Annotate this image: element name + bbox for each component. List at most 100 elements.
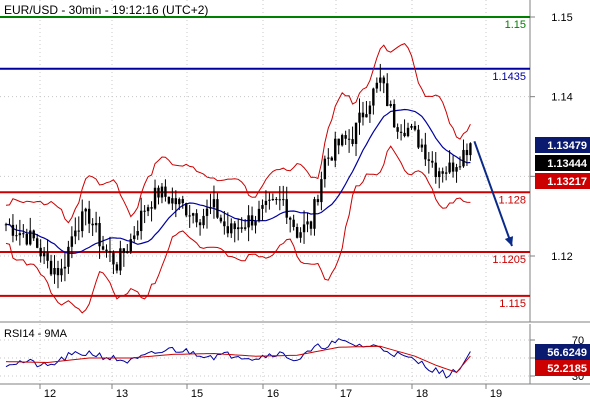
candle-body bbox=[465, 149, 469, 156]
bollinger-lower bbox=[5, 145, 471, 314]
candle-body bbox=[126, 251, 129, 254]
candle-body bbox=[157, 187, 160, 198]
candle-body bbox=[174, 198, 178, 205]
candle-body bbox=[136, 231, 139, 236]
candle-body bbox=[122, 248, 126, 254]
candle-body bbox=[299, 232, 302, 238]
candle-body bbox=[195, 213, 198, 223]
candle-body bbox=[417, 129, 420, 148]
candle-body bbox=[153, 187, 157, 209]
candle-body bbox=[309, 221, 313, 229]
candle-body bbox=[8, 224, 11, 226]
candle-body bbox=[330, 157, 333, 161]
price-badge-label: 1.13217 bbox=[547, 176, 587, 188]
candle-body bbox=[39, 247, 42, 257]
candle-body bbox=[4, 224, 8, 226]
candle-body bbox=[347, 138, 351, 140]
candle-body bbox=[42, 252, 46, 257]
candle-body bbox=[11, 224, 15, 236]
price-badge-label: 1.13479 bbox=[547, 140, 587, 152]
candle-body bbox=[237, 227, 240, 230]
candle-body bbox=[441, 171, 444, 174]
date-tick-label: 15 bbox=[191, 388, 203, 400]
candle-body bbox=[358, 112, 361, 123]
candle-body bbox=[171, 198, 174, 204]
candle-body bbox=[306, 221, 309, 225]
level-label: 1.1205 bbox=[492, 254, 526, 266]
candle-body bbox=[396, 127, 399, 132]
candle-body bbox=[389, 104, 392, 107]
candle-body bbox=[292, 219, 295, 227]
candle-body bbox=[243, 227, 247, 229]
forecast-arrow bbox=[473, 140, 514, 247]
candle-body bbox=[18, 233, 22, 236]
candle-body bbox=[32, 230, 35, 239]
candle-body bbox=[129, 239, 132, 252]
candle-body bbox=[288, 217, 292, 220]
candle-body bbox=[219, 217, 223, 222]
candle-body bbox=[167, 196, 171, 204]
date-axis: 12 13 15 16 17 18 19 bbox=[39, 384, 502, 400]
candle-body bbox=[70, 236, 74, 247]
candle-body bbox=[247, 215, 250, 228]
price-badge bbox=[535, 137, 590, 153]
candle-body bbox=[29, 230, 32, 245]
candle-body bbox=[209, 207, 212, 209]
candle-body bbox=[94, 223, 98, 226]
candle-body bbox=[254, 220, 257, 226]
candle-body bbox=[119, 248, 122, 271]
rsi-badge-label: 52.2185 bbox=[547, 363, 587, 375]
candle-body bbox=[67, 246, 70, 267]
candle-body bbox=[257, 208, 261, 221]
candle-body bbox=[278, 199, 281, 201]
candle-body bbox=[451, 162, 455, 172]
rsi-ma-line bbox=[5, 345, 471, 373]
price-badge-label: 1.13444 bbox=[547, 158, 588, 170]
candle-body bbox=[282, 199, 285, 201]
date-tick-label: 19 bbox=[490, 388, 502, 400]
level-label: 1.115 bbox=[499, 298, 526, 310]
candle-body bbox=[185, 203, 188, 216]
candle-body bbox=[271, 199, 275, 201]
candle-body bbox=[295, 226, 299, 238]
candle-body bbox=[191, 213, 195, 216]
rsi-badge bbox=[535, 360, 590, 376]
candle-body bbox=[56, 267, 60, 276]
candle-body bbox=[150, 207, 153, 209]
candle-body bbox=[198, 222, 202, 226]
candle-body bbox=[268, 199, 271, 201]
candle-body bbox=[375, 82, 379, 89]
level-label: 1.1435 bbox=[492, 71, 526, 83]
candle-body bbox=[368, 105, 372, 115]
candle-body bbox=[178, 199, 181, 205]
candle-body bbox=[382, 77, 385, 84]
candle-body bbox=[164, 186, 167, 197]
candle-body bbox=[413, 125, 417, 130]
candle-body bbox=[323, 158, 327, 180]
candle-body bbox=[46, 252, 49, 261]
candle-body bbox=[108, 251, 112, 253]
candle-body bbox=[264, 200, 268, 206]
candle-body bbox=[302, 224, 306, 233]
chart-title: EUR/USD - 30min - 19:12:16 (UTC+2) bbox=[4, 3, 208, 17]
candle-body bbox=[386, 83, 389, 107]
date-tick-label: 12 bbox=[44, 388, 56, 400]
forecast-arrow-head bbox=[504, 236, 514, 247]
candle-body bbox=[316, 199, 320, 203]
candle-body bbox=[233, 223, 236, 230]
candle-body bbox=[431, 160, 434, 163]
candle-body bbox=[313, 199, 316, 229]
candle-body bbox=[406, 127, 410, 137]
candle-body bbox=[60, 268, 63, 276]
date-tick-label: 13 bbox=[116, 388, 128, 400]
candle-body bbox=[240, 227, 243, 229]
candle-body bbox=[74, 230, 77, 237]
candle-body bbox=[275, 199, 278, 201]
candle-body bbox=[361, 112, 365, 118]
candle-body bbox=[444, 172, 448, 174]
